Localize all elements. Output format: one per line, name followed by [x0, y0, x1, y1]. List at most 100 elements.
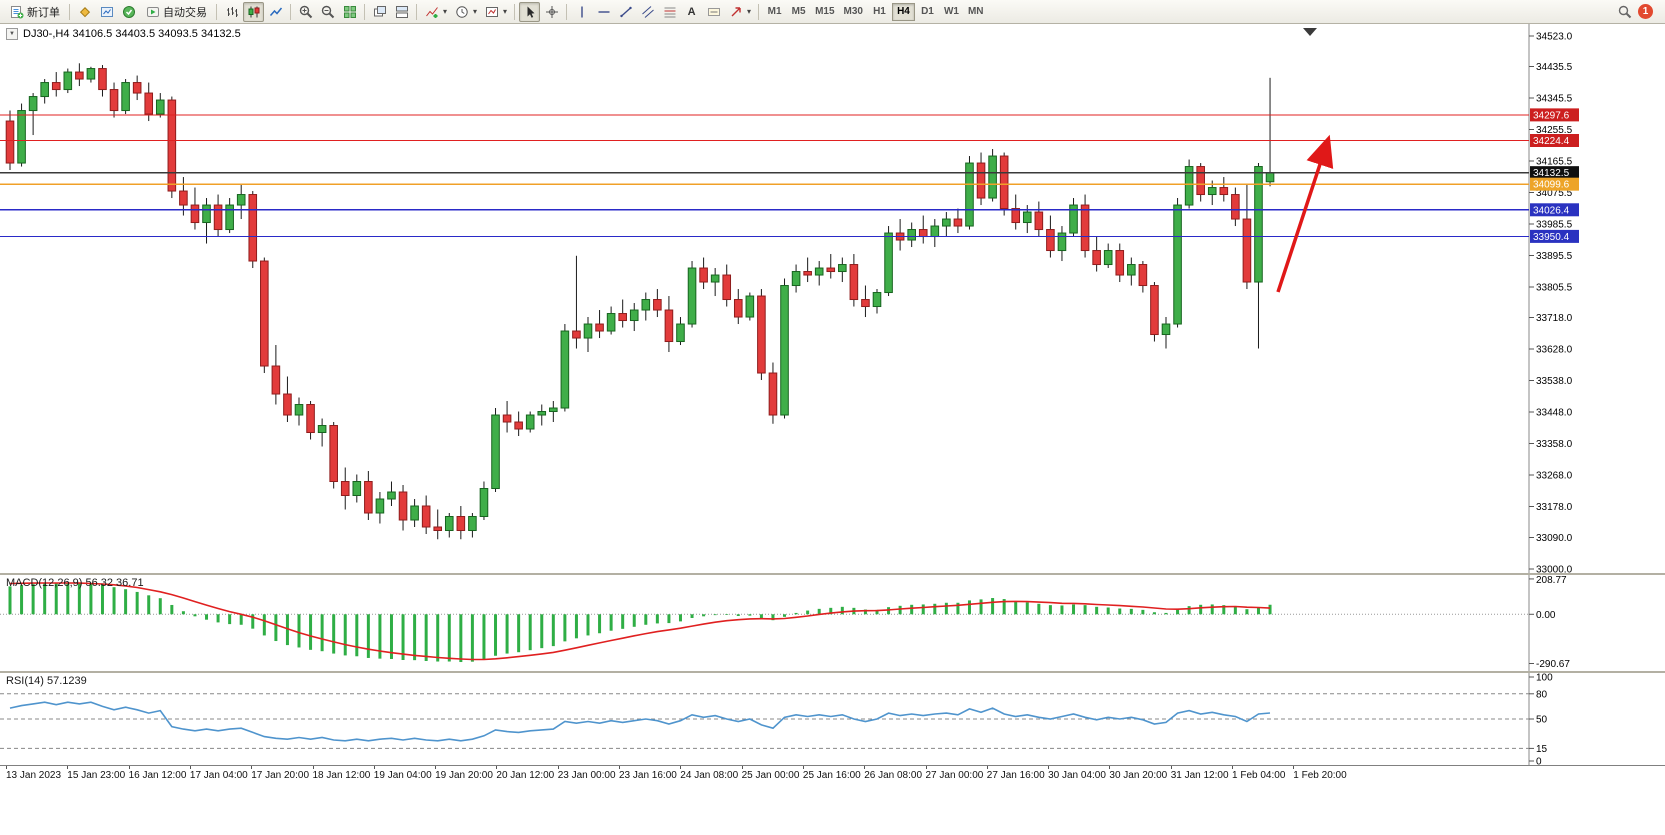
candle-body [410, 505, 419, 521]
timeframe-w1-button[interactable]: W1 [943, 6, 959, 17]
metaeditor-icon [77, 4, 92, 19]
price-axis-tick: 34075.5 [1536, 188, 1573, 199]
candle-body [479, 488, 489, 518]
zoom-in-button[interactable] [295, 2, 316, 22]
chart-shift-marker[interactable] [1303, 28, 1317, 36]
candle-body [1092, 250, 1101, 266]
candle-body [340, 481, 350, 497]
candle-body [167, 99, 177, 192]
timeframe-m30-button[interactable]: M30 [843, 6, 863, 17]
candle-body [745, 295, 755, 318]
vertical-line-tool-button[interactable] [571, 2, 592, 22]
arrows-tool-button[interactable]: ▾ [725, 2, 754, 22]
time-axis-label: 23 Jan 00:00 [557, 766, 616, 781]
time-axis-label: 19 Jan 04:00 [373, 766, 432, 781]
tile-horizontal-button[interactable] [391, 2, 412, 22]
candle-body [537, 411, 547, 416]
price-axis[interactable] [1530, 24, 1665, 573]
price-tag [1530, 108, 1579, 122]
macd-histogram [8, 582, 1272, 663]
auto-trading-button[interactable]: 自动交易 [140, 2, 212, 22]
time-axis-label: 17 Jan 20:00 [251, 766, 310, 781]
candle-body [283, 393, 292, 416]
rsi-axis-tick: 50 [1536, 715, 1548, 726]
timeframe-m15-button[interactable]: M15 [815, 6, 835, 17]
panel-splitter[interactable] [0, 573, 1665, 575]
candle-body [583, 323, 593, 339]
macd-panel-canvas[interactable]: 208.77 0.00 -290.67 [0, 575, 1665, 671]
market-watch-button[interactable] [96, 2, 117, 22]
candle-body [5, 120, 15, 164]
text-tool-button[interactable]: A [681, 2, 702, 22]
candle-body [814, 267, 824, 276]
price-axis-tick: 33358.0 [1536, 439, 1573, 450]
candle-body [861, 299, 870, 308]
candle-body [1173, 204, 1182, 325]
channel-tool-button[interactable] [637, 2, 658, 22]
fibonacci-tool-button[interactable] [659, 2, 680, 22]
timeframe-h1-button[interactable]: H1 [873, 6, 886, 17]
price-axis-tick: 34523.0 [1536, 32, 1573, 43]
bar-chart-button[interactable] [221, 2, 242, 22]
candle-body [1011, 208, 1021, 224]
zoom-out-icon [320, 4, 335, 19]
new-order-label: 新订单 [27, 6, 60, 19]
crosshair-button[interactable] [541, 2, 562, 22]
cascade-windows-button[interactable] [369, 2, 390, 22]
cursor-button[interactable] [519, 1, 541, 22]
timeframe-d1-button[interactable]: D1 [921, 6, 934, 17]
candle-body [1231, 194, 1240, 220]
candle-body [653, 299, 662, 311]
line-chart-button[interactable] [265, 2, 286, 22]
notification-badge[interactable]: 1 [1638, 4, 1653, 19]
panel-splitter[interactable] [0, 671, 1665, 673]
macd-axis-tick: 0.00 [1536, 610, 1556, 621]
candle-body [98, 68, 107, 91]
candle-body [144, 92, 154, 115]
price-chart-canvas[interactable]: 34523.0 34435.5 34345.5 34255.5 34165.5 34075… [0, 24, 1665, 573]
zoom-out-button[interactable] [317, 2, 338, 22]
annotation-arrow[interactable] [1276, 134, 1334, 293]
candle-body [306, 404, 315, 434]
bar-chart-icon [224, 4, 239, 19]
metaeditor-button[interactable] [74, 2, 95, 22]
one-click-trading-toggle[interactable]: ▼ [6, 28, 18, 40]
candle-body [294, 404, 304, 416]
new-order-button[interactable]: 新订单 [4, 2, 65, 22]
candle-body [999, 155, 1009, 210]
candle-body [444, 516, 454, 532]
periods-button[interactable]: ▾ [451, 2, 480, 22]
text-label-tool-button[interactable] [703, 2, 724, 22]
candle-body [51, 82, 61, 91]
candle-body [491, 414, 500, 490]
rsi-panel-canvas[interactable]: 100 80 50 15 0 [0, 673, 1665, 765]
timeframe-mn-button[interactable]: MN [967, 6, 984, 17]
macd-axis-tick: 208.77 [1536, 575, 1567, 586]
timeframe-h4-button[interactable]: H4 [891, 2, 915, 21]
candle-body [1080, 204, 1090, 252]
candle-body [352, 481, 362, 497]
main-toolbar: 新订单 自动交易 ▾ [0, 0, 1665, 24]
candlestick-chart-button[interactable] [243, 1, 264, 22]
tile-windows-button[interactable] [339, 2, 360, 22]
timeframe-m1-button[interactable]: M1 [767, 6, 782, 17]
time-axis[interactable]: 13 Jan 2023 15 Jan 23:00 16 Jan 12:00 17 Ja… [0, 765, 1665, 785]
help-button[interactable] [118, 2, 139, 22]
toolbar-separator [364, 3, 365, 20]
candle-body [271, 365, 281, 395]
arrow-tool-icon [728, 4, 743, 19]
candle-body [1265, 172, 1275, 183]
indicators-button[interactable]: ▾ [421, 2, 450, 22]
horizontal-line-tool-button[interactable] [593, 2, 614, 22]
templates-button[interactable]: ▾ [481, 2, 510, 22]
candle-body [1057, 232, 1067, 252]
chevron-down-icon: ▾ [747, 7, 752, 16]
candle-body [710, 274, 720, 283]
search-icon[interactable] [1617, 4, 1632, 19]
trendline-tool-button[interactable] [615, 2, 636, 22]
price-tag [1530, 177, 1579, 191]
timeframe-m5-button[interactable]: M5 [791, 6, 806, 17]
toolbar-separator [514, 3, 516, 20]
candle-body [1127, 264, 1136, 276]
candle-body [456, 516, 466, 532]
